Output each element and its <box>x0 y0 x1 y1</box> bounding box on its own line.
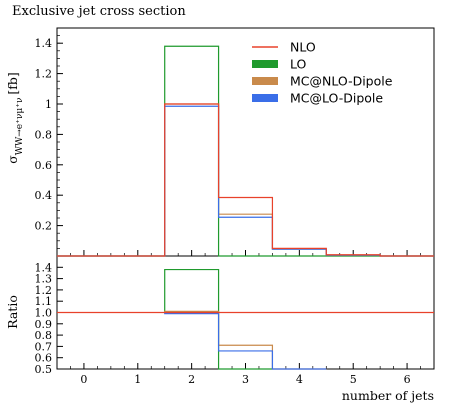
ratio-y-tick-label: 0.8 <box>35 329 53 342</box>
top-y-tick-label: 0.2 <box>35 220 53 233</box>
x-tick-label: 1 <box>134 373 141 386</box>
ratio-mc-lo-dipole <box>164 312 327 370</box>
legend-label-nlo: NLO <box>290 40 316 55</box>
legend-swatch-lo <box>252 60 278 68</box>
legend-swatch-mc-lo-dipole <box>252 94 278 102</box>
ratio-y-tick-label: 1.3 <box>35 273 53 286</box>
x-axis-label: number of jets <box>341 388 434 403</box>
chart-title: Exclusive jet cross section <box>12 4 186 19</box>
ratio-y-tick-label: 0.9 <box>35 318 53 331</box>
ratio-y-tick-label: 0.5 <box>35 363 53 376</box>
x-tick-label: 4 <box>296 373 303 386</box>
top-panel-frame <box>56 27 435 257</box>
top-y-tick-label: 0.4 <box>35 189 53 202</box>
ratio-y-tick-label: 1.4 <box>35 261 53 274</box>
ratio-mc-nlo-dipole <box>164 310 327 370</box>
x-tick-label: 5 <box>350 373 357 386</box>
ratio-y-tick-label: 0.6 <box>35 352 53 365</box>
top-y-tick-label: 1.2 <box>35 68 53 81</box>
x-tick-label: 6 <box>404 373 411 386</box>
hist-mc-lo-dipole <box>57 105 434 257</box>
legend-label-lo: LO <box>290 57 307 72</box>
top-y-tick-label: 0.8 <box>35 128 53 141</box>
ratio-y-tick-label: 1.2 <box>35 284 53 297</box>
ratio-y-tick-label: 1.0 <box>35 307 53 320</box>
x-tick-label: 2 <box>188 373 195 386</box>
ratio-y-tick-label: 0.7 <box>35 340 53 353</box>
legend-swatch-mc-nlo-dipole <box>252 77 278 85</box>
hist-mc-nlo-dipole <box>57 103 434 257</box>
top-y-tick-label: 1 <box>45 98 52 111</box>
legend-label-mc-nlo-dipole: MC@NLO-Dipole <box>290 74 393 89</box>
hist-nlo <box>57 103 434 257</box>
x-tick-label: 0 <box>80 373 87 386</box>
ratio-lo <box>164 268 273 370</box>
ratio-y-tick-label: 1.1 <box>35 295 53 308</box>
top-y-tick-label: 1.4 <box>35 37 53 50</box>
ratio-y-axis-label: Ratio <box>5 295 20 329</box>
top-y-tick-label: 0.6 <box>35 159 53 172</box>
top-y-axis-label: σWW→e⁺νμ⁺ν[fb] <box>5 72 25 164</box>
legend-label-mc-lo-dipole: MC@LO-Dipole <box>290 91 383 106</box>
x-tick-label: 3 <box>242 373 249 386</box>
